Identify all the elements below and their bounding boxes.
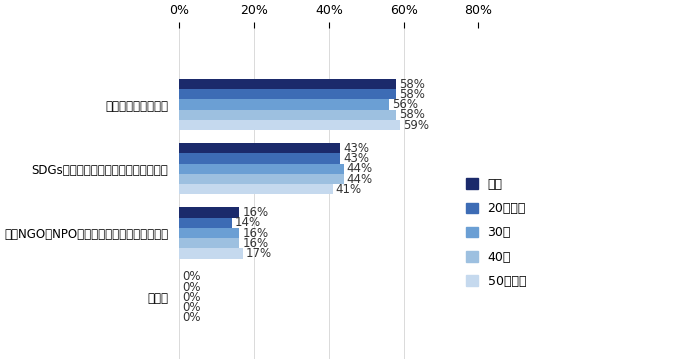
Text: 59%: 59% <box>403 119 429 131</box>
Text: 0%: 0% <box>183 311 201 324</box>
Text: 58%: 58% <box>399 88 425 101</box>
Text: 14%: 14% <box>234 216 261 229</box>
Text: 16%: 16% <box>242 227 268 240</box>
Bar <box>179 89 396 99</box>
Text: 16%: 16% <box>242 206 268 219</box>
Bar <box>179 143 340 154</box>
Text: 0%: 0% <box>183 270 201 283</box>
Bar <box>179 79 396 89</box>
Bar <box>179 174 344 184</box>
Bar <box>179 238 239 248</box>
Bar <box>179 228 239 238</box>
Text: 0%: 0% <box>183 281 201 294</box>
Text: 56%: 56% <box>392 98 418 111</box>
Text: 58%: 58% <box>399 108 425 121</box>
Legend: 全体, 20代以下, 30代, 40代, 50代以上: 全体, 20代以下, 30代, 40代, 50代以上 <box>466 178 526 288</box>
Bar <box>179 207 239 218</box>
Text: 41%: 41% <box>335 183 362 196</box>
Bar <box>179 164 344 174</box>
Bar <box>179 154 340 164</box>
Bar <box>179 218 232 228</box>
Text: 17%: 17% <box>246 247 272 260</box>
Bar <box>179 120 400 130</box>
Text: 0%: 0% <box>183 291 201 304</box>
Bar <box>179 184 332 195</box>
Bar <box>179 110 396 120</box>
Text: 58%: 58% <box>399 78 425 90</box>
Text: 44%: 44% <box>347 172 373 185</box>
Text: 43%: 43% <box>343 152 369 165</box>
Text: 43%: 43% <box>343 142 369 155</box>
Text: 16%: 16% <box>242 237 268 250</box>
Text: 44%: 44% <box>347 162 373 175</box>
Bar <box>179 99 389 110</box>
Bar <box>179 248 243 259</box>
Text: 0%: 0% <box>183 301 201 314</box>
